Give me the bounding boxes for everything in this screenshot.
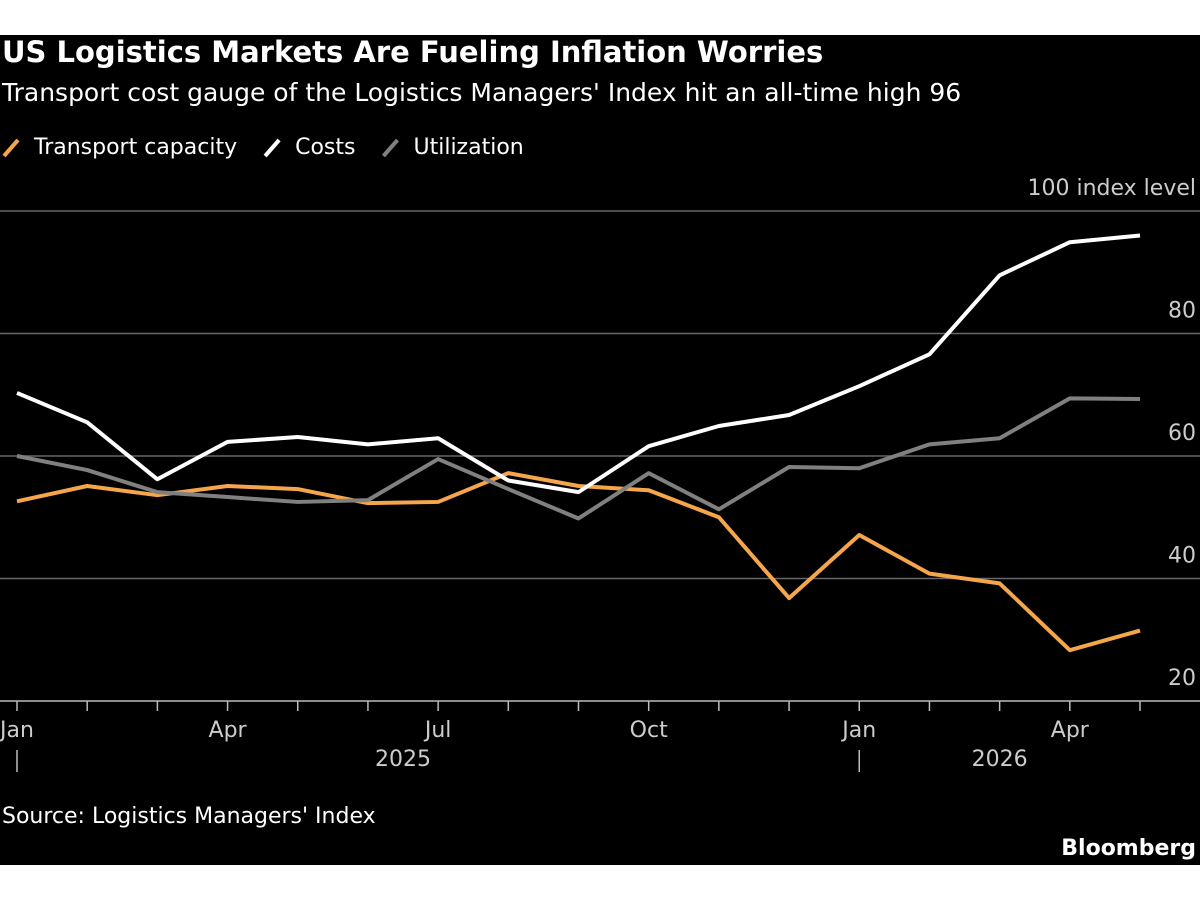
x-tick-label: Apr: [209, 718, 248, 743]
x-tick-label: Jul: [423, 718, 452, 743]
legend-label: Utilization: [413, 135, 523, 160]
legend-label: Transport capacity: [33, 135, 237, 160]
background: [0, 35, 1200, 865]
chart-subtitle: Transport cost gauge of the Logistics Ma…: [1, 78, 961, 107]
y-tick-label: 80: [1168, 299, 1196, 324]
x-tick-label: Jan: [0, 718, 34, 743]
x-group-label: 2025: [375, 747, 431, 772]
x-tick-label: Jan: [840, 718, 876, 743]
series-line: [16, 396, 1141, 521]
x-tick-label: Oct: [630, 718, 668, 743]
legend-swatch: [381, 138, 399, 158]
brand: Bloomberg: [1061, 836, 1196, 861]
legend-label: Costs: [295, 135, 355, 160]
legend-swatch: [263, 138, 281, 158]
x-group-label: 2026: [972, 747, 1028, 772]
x-tick-label: Apr: [1051, 718, 1090, 743]
y-tick-label: 40: [1168, 544, 1196, 569]
y-tick-label: 20: [1168, 666, 1196, 691]
series-line: [16, 471, 1141, 653]
y-tick-label: 60: [1168, 421, 1196, 446]
chart-title: US Logistics Markets Are Fueling Inflati…: [2, 35, 823, 69]
y-tick-label: 100 index level: [1028, 176, 1196, 201]
series-line: [16, 233, 1141, 495]
source: Source: Logistics Managers' Index: [2, 804, 376, 829]
legend-swatch: [2, 138, 20, 158]
